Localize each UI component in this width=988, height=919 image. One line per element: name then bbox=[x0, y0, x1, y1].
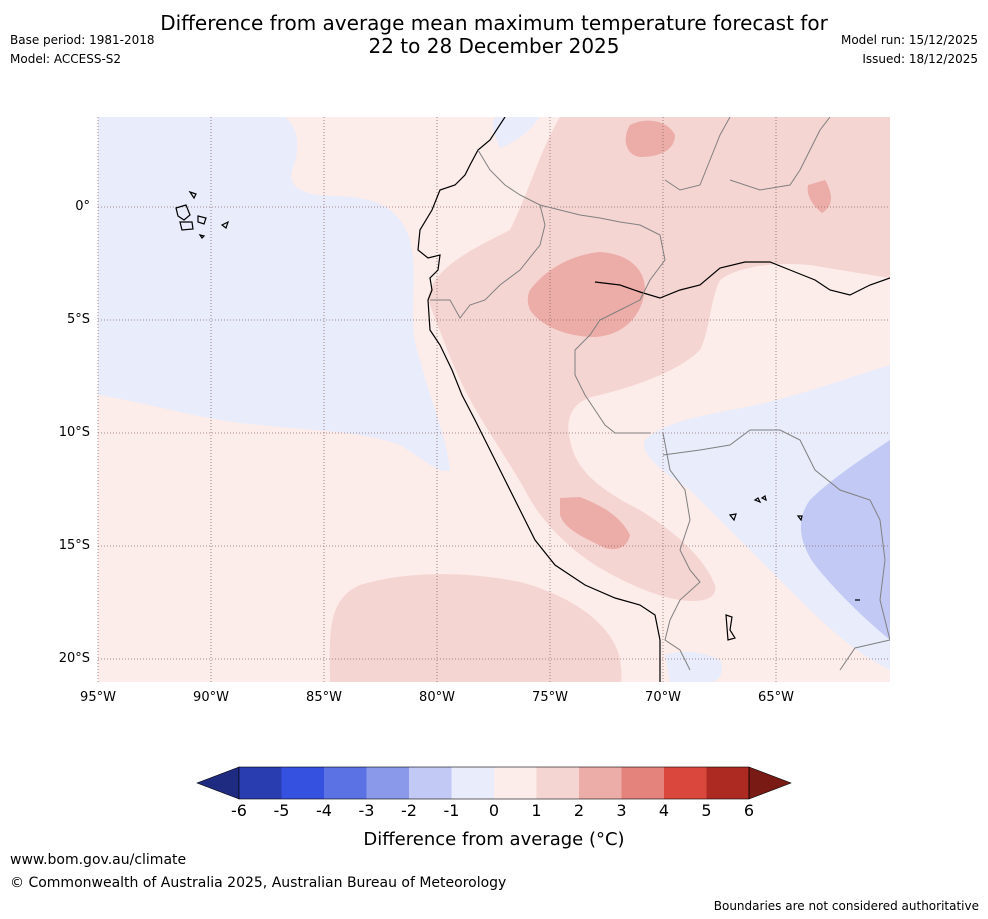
colorbar-tick-label: -1 bbox=[443, 801, 460, 820]
lon-label-75w: 75°W bbox=[532, 690, 568, 705]
anomaly-field bbox=[98, 117, 890, 682]
band-minus2-to-minus1 bbox=[800, 440, 890, 640]
lon-label-80w: 80°W bbox=[419, 690, 455, 705]
band-2-to-3-south bbox=[560, 497, 630, 550]
lon-label-70w: 70°W bbox=[645, 690, 681, 705]
map-title-line1: Difference from average mean maximum tem… bbox=[160, 11, 828, 35]
colorbar-tick-label: 1 bbox=[531, 801, 542, 820]
model-name: Model: ACCESS-S2 bbox=[10, 52, 122, 66]
colorbar-swatch bbox=[579, 767, 622, 799]
band-2-to-3-amazon bbox=[527, 252, 645, 337]
colorbar-swatch bbox=[324, 767, 367, 799]
colorbar-swatch bbox=[409, 767, 452, 799]
lat-label-0: 0° bbox=[75, 199, 90, 214]
footer-copyright: © Commonwealth of Australia 2025, Austra… bbox=[10, 875, 507, 891]
band-1-to-2-south bbox=[329, 574, 622, 682]
band-2-to-3-east bbox=[807, 180, 831, 213]
colorbar-tick-label: 4 bbox=[658, 801, 670, 820]
footer-disclaimer: Boundaries are not considered authoritat… bbox=[713, 899, 979, 913]
colorbar-arrow-high bbox=[748, 766, 792, 800]
lon-label-65w: 65°W bbox=[758, 690, 794, 705]
coastline bbox=[175, 117, 890, 682]
band-minus1-to-0-southeast bbox=[644, 365, 890, 670]
lon-label-85w: 85°W bbox=[306, 690, 342, 705]
colorbar-arrow-low bbox=[196, 766, 240, 800]
colorbar-tick-label: -2 bbox=[401, 801, 417, 820]
map-title-line2: 22 to 28 December 2025 bbox=[368, 34, 620, 58]
colorbar-swatch bbox=[494, 767, 537, 799]
colorbar-swatch bbox=[706, 767, 749, 799]
footer-url[interactable]: www.bom.gov.au/climate bbox=[10, 852, 187, 868]
colorbar-tick-label: 2 bbox=[573, 801, 585, 820]
colorbar-tick-label: -3 bbox=[358, 801, 375, 820]
colorbar-swatch bbox=[366, 767, 409, 799]
colorbar-tick-label: 3 bbox=[616, 801, 627, 820]
colorbar-swatch bbox=[536, 767, 579, 799]
model-run: Model run: 15/12/2025 bbox=[840, 33, 978, 47]
colorbar-swatch bbox=[281, 767, 324, 799]
lat-label-10s: 10°S bbox=[58, 425, 90, 440]
colorbar-tick-label: 5 bbox=[701, 801, 712, 820]
colorbar bbox=[196, 766, 792, 800]
map-title: Difference from average mean maximum tem… bbox=[0, 12, 988, 58]
colorbar-swatch bbox=[664, 767, 707, 799]
colorbar-swatch bbox=[451, 767, 494, 799]
colorbar-swatch bbox=[621, 767, 664, 799]
country-borders bbox=[430, 117, 890, 671]
graticule bbox=[97, 117, 890, 682]
colorbar-swatch bbox=[239, 767, 282, 799]
lon-label-95w: 95°W bbox=[80, 690, 116, 705]
lat-label-15s: 15°S bbox=[58, 538, 90, 553]
band-1-to-2-main bbox=[428, 117, 890, 602]
colorbar-tick-label: -5 bbox=[273, 801, 290, 820]
lat-label-5s: 5°S bbox=[66, 312, 90, 327]
lat-label-20s: 20°S bbox=[58, 651, 90, 666]
colorbar-tick-label: 0 bbox=[488, 801, 500, 820]
colorbar-tick-label: -4 bbox=[316, 801, 332, 820]
colorbar-tick-label: -6 bbox=[231, 801, 247, 820]
band-minus1-to-0-north bbox=[492, 117, 540, 148]
colorbar-label: Difference from average (°C) bbox=[363, 829, 625, 850]
colorbar-tick-label: 6 bbox=[743, 801, 755, 820]
base-period: Base period: 1981-2018 bbox=[10, 33, 155, 47]
issued-date: Issued: 18/12/2025 bbox=[862, 52, 978, 66]
colorbar-frame bbox=[238, 766, 750, 800]
lon-label-90w: 90°W bbox=[193, 690, 229, 705]
